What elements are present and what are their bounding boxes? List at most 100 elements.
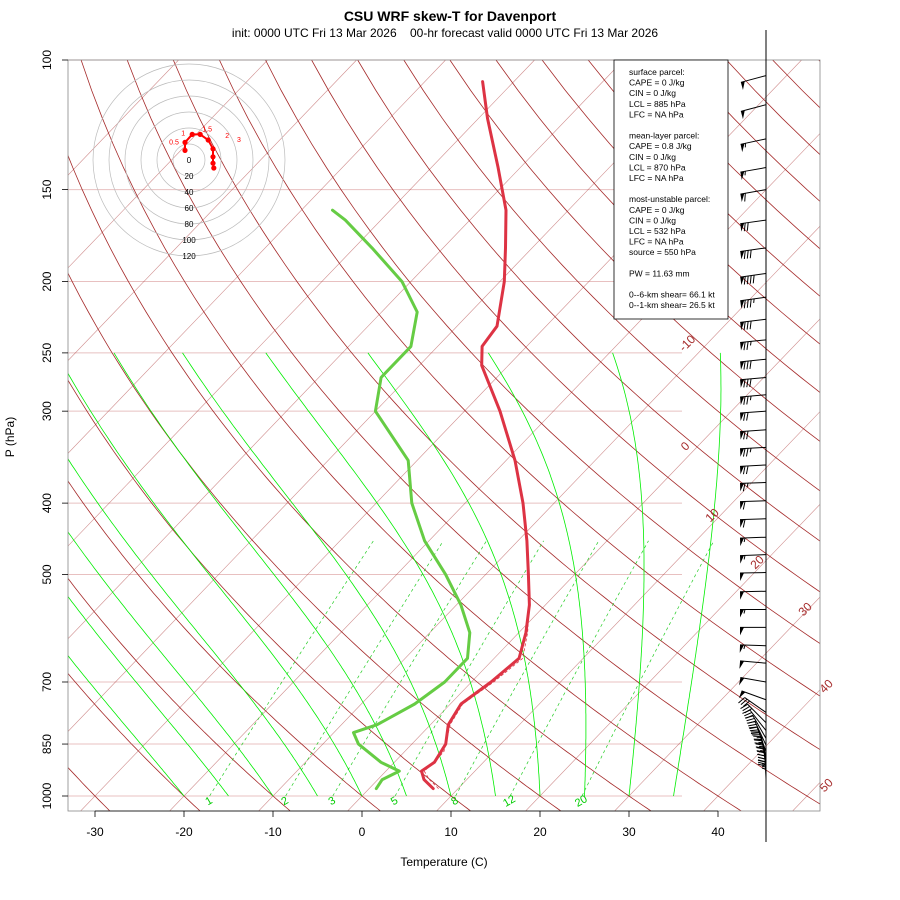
hodograph-ring [172,143,206,177]
wind-barb-flag [740,627,744,636]
hodograph-point-label: 2 [225,133,229,140]
wind-barb [740,609,766,618]
dry-adiabat-line [68,480,382,811]
wind-barb-flag [740,431,745,440]
isotherm-line [792,782,820,811]
wind-barb-staff [740,167,767,173]
isotherm-label: 10 [702,505,722,525]
x-axis-label: Temperature (C) [400,855,487,869]
hodograph-ring-label: 80 [185,220,194,229]
wind-barb-flag [740,342,745,351]
wind-barb-full [743,250,746,260]
indices-line: CAPE = 0 J/kg [629,78,685,88]
y-tick-label: 100 [40,50,54,70]
wind-barb-flag [740,110,745,120]
wind-barb [739,660,767,669]
wind-barb-half [749,448,752,453]
indices-line: 0--6-km shear= 66.1 kt [629,290,715,300]
wind-barb-full [757,763,767,767]
wind-barb [740,464,767,475]
wind-barb-full [742,465,746,475]
wind-barb-full [756,747,765,750]
isotherm-line [169,133,820,811]
wind-barb [739,644,767,653]
wind-barb-half [750,341,752,346]
mixing-ratio-label: 12 [501,793,518,810]
wind-barb-flag [740,171,745,180]
wind-barb-full [755,743,764,746]
hodograph-ring-label: 20 [185,172,194,181]
wind-barb-flag [740,448,745,457]
wind-barb-full [746,361,749,370]
dry-adiabat-line [68,577,291,811]
wind-barb-flag [740,223,745,232]
wind-barb-flag [740,609,744,618]
indices-line: LFC = NA hPa [629,109,684,119]
wind-barb-staff [740,676,767,683]
wind-barb-staff [740,75,767,83]
dry-adiabat-line [68,154,652,811]
x-tick-label: 10 [444,825,458,839]
wind-barb-staff [747,703,767,724]
wind-barb-half [760,750,765,752]
mixing-ratio-lines [209,540,715,797]
hodograph-ring [108,79,270,241]
indices-line: LFC = NA hPa [629,237,684,247]
indices-line: CAPE = 0 J/kg [629,205,685,215]
wind-barb [738,690,767,701]
wind-barb-staff [744,697,767,713]
wind-barb-staff [752,715,767,739]
isotherm-label: -10 [676,332,698,354]
wind-barb-full [742,501,746,510]
wind-barb-staff [740,446,767,450]
mixing-ratio-label: 5 [389,795,400,808]
wind-barb-full [743,222,746,232]
isotherm-line [258,225,820,811]
dry-adiabat-line [126,60,820,805]
mixing-ratio-line [285,540,444,797]
wind-barb-full [746,430,749,440]
wind-barb-full [746,378,749,388]
x-tick-label: -10 [264,825,282,839]
wind-barb [740,626,766,636]
indices-line: LCL = 885 hPa [629,99,686,109]
dry-adiabat-line [495,60,820,393]
x-tick-label: -30 [86,825,104,839]
indices-line: mean-layer parcel: [629,131,699,141]
y-tick-label: 250 [40,343,54,363]
wind-barb-staff [740,394,767,398]
wind-barb [740,219,767,232]
isotherm-label: 30 [795,599,815,619]
wind-barb-staff [739,554,767,557]
moist-adiabat-line [612,352,645,797]
wind-barb-staff [739,518,767,521]
wind-barb-full [746,275,749,285]
hodograph-ring [140,111,238,209]
wind-barb-flag [740,300,745,309]
wind-barb-flag [740,379,745,388]
hodograph-point [210,146,216,152]
wind-barb-staff [739,536,767,539]
isotherm-line [436,411,820,811]
wind-barb-full [757,761,767,765]
indices-line: surface parcel: [629,67,685,77]
moist-adiabat-line [68,655,185,797]
wind-barb [738,697,767,713]
wind-barb [740,446,767,457]
wind-barb-full [743,361,746,370]
wind-barb-full [753,738,763,741]
wind-barb-staff [741,690,767,701]
hodograph-point [211,165,217,171]
wind-barb-staff [740,358,767,363]
wind-barb-flag [740,361,745,370]
wind-barb-full [750,732,760,735]
y-tick-label: 700 [40,672,54,692]
wind-barb-full [743,396,746,405]
wind-barb-full [742,519,746,528]
wind-barb-staff [739,481,767,484]
hodograph-point-label: 3 [237,137,241,144]
wind-barb [740,247,767,260]
wind-barb-full [742,448,746,457]
hodograph-point [182,139,188,145]
